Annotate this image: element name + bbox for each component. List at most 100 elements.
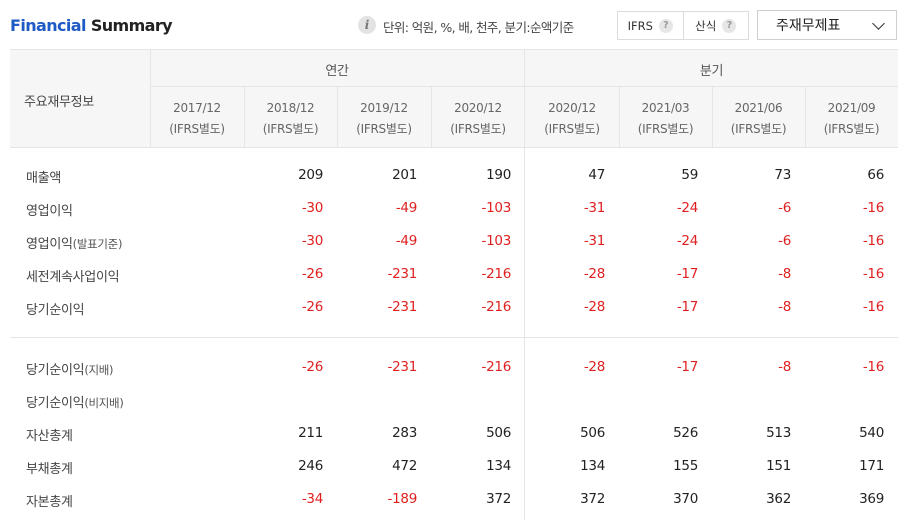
table-cell-value: -24	[676, 233, 698, 249]
row-label[interactable]: 영업이익(발표기준)	[26, 233, 122, 252]
row-label-qualifier: (비지배)	[84, 396, 124, 410]
table-cell-value: 246	[298, 458, 323, 474]
table-cell-value: 472	[392, 458, 417, 474]
row-label-text: 당기순이익	[26, 363, 85, 378]
table-cell-value: 369	[859, 491, 884, 507]
table-cell-value: -17	[676, 359, 698, 375]
row-label[interactable]: 당기순이익(지배)	[26, 359, 114, 378]
period-column-divider	[619, 86, 620, 147]
table-cell-value: -24	[676, 200, 698, 216]
period-column-divider	[337, 86, 338, 147]
table-cell-value: -26	[301, 359, 323, 375]
row-label-qualifier: (발표기준)	[72, 237, 123, 251]
row-label[interactable]: 영업이익	[26, 200, 73, 219]
statement-type-select[interactable]: 주재무제표	[757, 10, 897, 40]
period-header: 2018/12	[266, 101, 315, 115]
table-cell-value: 209	[298, 167, 323, 183]
quarterly-group-header: 분기	[699, 64, 724, 79]
info-icon[interactable]: i	[358, 16, 376, 34]
page-title: Financial Summary	[10, 16, 173, 35]
table-cell-value: 47	[588, 167, 605, 183]
row-label[interactable]: 당기순이익	[26, 299, 85, 318]
period-basis: (IFRS별도)	[730, 122, 787, 136]
ifrs-label: IFRS	[627, 18, 653, 33]
help-icon[interactable]: ?	[658, 18, 673, 33]
row-label-text: 세전계속사업이익	[26, 270, 120, 285]
table-cell-value: -216	[481, 359, 512, 375]
table-cell-value: -103	[481, 200, 512, 216]
section-divider	[10, 337, 898, 338]
period-column-divider	[712, 86, 713, 147]
row-label-text: 당기순이익	[26, 303, 85, 318]
table-cell-value: -231	[387, 266, 418, 282]
period-basis: (IFRS별도)	[169, 122, 225, 136]
table-cell-value: -31	[583, 233, 605, 249]
table-cell-value: 506	[486, 425, 511, 441]
row-label-text: 자산총계	[26, 429, 73, 444]
row-header-label: 주요재무정보	[24, 95, 94, 110]
period-header: 2020/12	[454, 101, 502, 115]
row-label[interactable]: 당기순이익(비지배)	[26, 392, 124, 411]
table-cell-value: -49	[395, 233, 417, 249]
annual-quarter-divider	[524, 49, 525, 520]
table-cell-value: -231	[387, 359, 418, 375]
table-cell-value: -8	[778, 299, 791, 315]
table-cell-value: 155	[673, 458, 698, 474]
row-label[interactable]: 자산총계	[26, 425, 73, 444]
basis-toggle: IFRS ? 산식 ?	[617, 11, 749, 40]
table-cell-value: 506	[580, 425, 605, 441]
table-cell-value: -8	[778, 359, 791, 375]
ifrs-option[interactable]: IFRS ?	[618, 12, 683, 39]
title-summary: Summary	[90, 16, 173, 35]
select-value: 주재무제표	[776, 18, 841, 34]
table-cell-value: -31	[583, 200, 605, 216]
unit-description: 단위: 억원, %, 배, 천주, 분기:순액기준	[383, 20, 574, 35]
table-cell-value: 151	[766, 458, 791, 474]
formula-option[interactable]: 산식 ?	[682, 12, 749, 39]
table-cell-value: -34	[301, 491, 323, 507]
period-basis: (IFRS별도)	[356, 122, 412, 136]
table-header-background	[10, 50, 898, 147]
row-label-text: 매출액	[26, 171, 61, 186]
summary-header: Financial Summary i 단위: 억원, %, 배, 천주, 분기…	[0, 0, 906, 50]
table-cell-value: 526	[673, 425, 698, 441]
table-cell-value: -28	[583, 266, 605, 282]
table-cell-value: -103	[481, 233, 512, 249]
row-label-text: 영업이익	[26, 204, 73, 219]
table-cell-value: 362	[766, 491, 791, 507]
header-bottom-border	[10, 147, 898, 148]
table-cell-value: 201	[392, 167, 417, 183]
period-header: 2017/12	[173, 101, 221, 115]
formula-label: 산식	[695, 18, 717, 33]
financial-summary-table: 주요재무정보 연간 분기 2017/12 (IFRS별도) 2018/12 (IFRS별도)…	[10, 49, 898, 520]
period-basis: (IFRS별도)	[544, 122, 600, 136]
table-top-border	[10, 49, 898, 50]
period-basis: (IFRS별도)	[450, 122, 506, 136]
help-icon[interactable]: ?	[722, 18, 737, 33]
table-cell-value: 66	[867, 167, 884, 183]
row-label-text: 자본총계	[26, 495, 73, 510]
row-label[interactable]: 세전계속사업이익	[26, 266, 120, 285]
row-label[interactable]: 매출액	[26, 167, 61, 186]
table-cell-value: 73	[774, 167, 791, 183]
period-header: 2021/06	[734, 101, 783, 115]
table-cell-value: 372	[486, 491, 511, 507]
table-cell-value: -17	[676, 266, 698, 282]
row-label[interactable]: 자본총계	[26, 491, 73, 510]
table-cell-value: -26	[301, 299, 323, 315]
table-cell-value: -16	[862, 266, 884, 282]
period-column-divider	[805, 86, 806, 147]
table-cell-value: -189	[387, 491, 418, 507]
table-cell-value: -30	[301, 200, 323, 216]
row-label[interactable]: 부채총계	[26, 458, 73, 477]
table-cell-value: 134	[580, 458, 605, 474]
table-cell-value: 372	[580, 491, 605, 507]
table-cell-value: 190	[486, 167, 511, 183]
table-cell-value: -28	[583, 359, 605, 375]
table-cell-value: -216	[481, 299, 512, 315]
row-label-text: 영업이익	[26, 237, 73, 252]
table-cell-value: -231	[387, 299, 418, 315]
table-cell-value: -8	[778, 266, 791, 282]
period-basis: (IFRS별도)	[262, 122, 319, 136]
period-header: 2019/12	[360, 101, 408, 115]
